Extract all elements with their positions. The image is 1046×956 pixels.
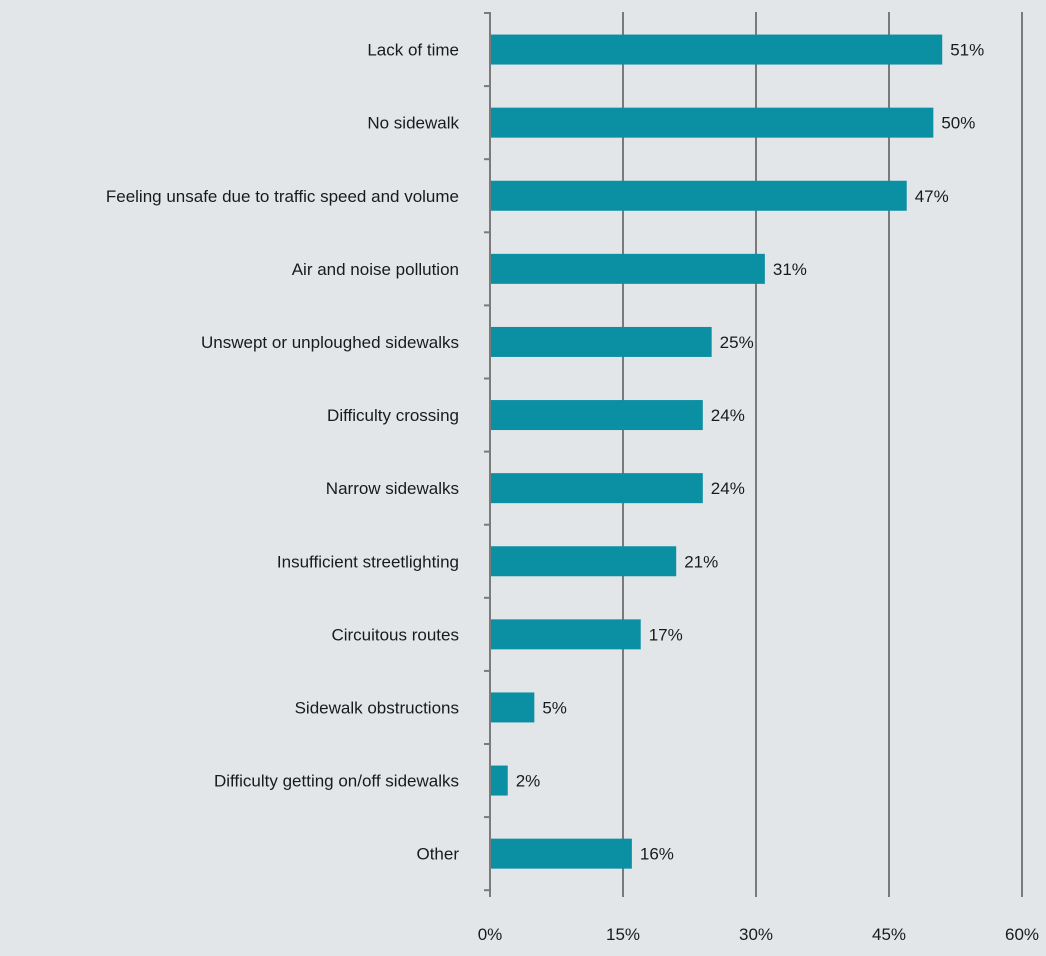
data-label: 31% [773, 260, 807, 279]
category-label: No sidewalk [367, 114, 459, 133]
bar [491, 765, 508, 796]
category-label: Difficulty crossing [327, 406, 459, 425]
category-label: Sidewalk obstructions [295, 698, 459, 717]
bar [491, 34, 943, 65]
bar [491, 692, 535, 723]
x-tick-label: 45% [872, 925, 906, 944]
bar [491, 253, 765, 284]
category-label: Unswept or unploughed sidewalks [201, 333, 459, 352]
data-label: 17% [649, 625, 683, 644]
category-label: Narrow sidewalks [326, 479, 459, 498]
data-label: 16% [640, 845, 674, 864]
bar [491, 180, 907, 211]
data-label: 21% [684, 552, 718, 571]
category-label: Air and noise pollution [292, 260, 459, 279]
x-tick-label: 15% [606, 925, 640, 944]
x-tick-label: 0% [478, 925, 503, 944]
data-label: 2% [516, 772, 541, 791]
bar [491, 546, 677, 577]
category-label: Insufficient streetlighting [277, 552, 459, 571]
x-tick-label: 30% [739, 925, 773, 944]
bar [491, 107, 934, 138]
data-label: 24% [711, 406, 745, 425]
category-label: Circuitous routes [331, 625, 459, 644]
category-axis [484, 12, 491, 897]
labels: 0% 15% 30% 45% 60% Lack of time 51% No sidewalk… [106, 41, 1039, 944]
bars [491, 34, 943, 869]
gridlines [622, 12, 1023, 897]
data-label: 24% [711, 479, 745, 498]
category-label: Difficulty getting on/off sidewalks [214, 772, 459, 791]
category-label: Feeling unsafe due to traffic speed and … [106, 187, 459, 206]
x-tick-label: 60% [1005, 925, 1039, 944]
data-label: 5% [542, 698, 567, 717]
bar [491, 473, 703, 504]
bar [491, 619, 641, 650]
category-label: Other [416, 845, 459, 864]
data-label: 50% [941, 114, 975, 133]
data-label: 25% [720, 333, 754, 352]
bar [491, 838, 632, 869]
category-label: Lack of time [367, 41, 459, 60]
data-label: 51% [950, 41, 984, 60]
bar [491, 326, 712, 357]
bar [491, 400, 703, 431]
data-label: 47% [915, 187, 949, 206]
